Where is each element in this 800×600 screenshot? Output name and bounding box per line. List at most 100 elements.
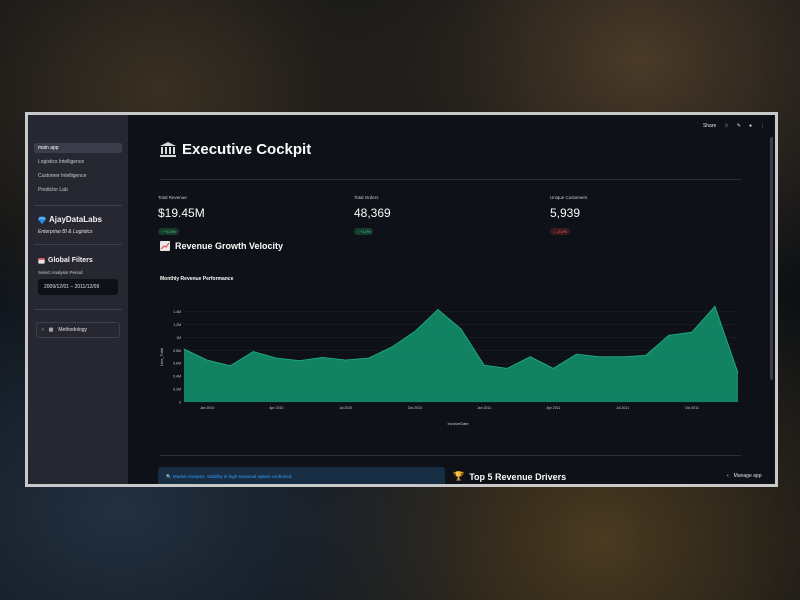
data-point — [460, 328, 462, 330]
y-tick-label: 1.2M — [173, 323, 181, 327]
more-menu-icon[interactable]: ⋮ — [760, 123, 765, 129]
metric-delta: ↑ +5.2% — [158, 228, 179, 235]
data-point — [206, 359, 208, 361]
star-icon[interactable]: ☆ — [724, 123, 729, 129]
methodology-expander[interactable]: › ▦ Methodology — [36, 322, 120, 338]
nav-customer-intelligence[interactable]: Customer Intelligence — [38, 173, 87, 179]
chart-area-layer — [183, 305, 739, 402]
market-analysis-info: 🔍 Market Analysis: Stability in high sea… — [158, 467, 445, 484]
metric-delta: ↓ -2.1% — [550, 228, 570, 235]
section-title-row: Revenue Growth Velocity — [160, 241, 283, 251]
metric-unique-customers: Unique Customers 5,939 ↓ -2.1% — [550, 195, 587, 238]
drivers-title-row: 🏆 Top 5 Revenue Drivers — [453, 471, 566, 482]
title-divider — [160, 179, 741, 180]
data-point — [299, 360, 300, 362]
brand-subtitle: Enterprise BI & Logistics — [38, 229, 93, 235]
brand-block: AjayDataLabs Enterprise BI & Logistics — [28, 206, 128, 244]
chart-y-ticks: 0 0.2M 0.4M 0.6M 0.8M 1M 1.2M 1.4M — [173, 310, 181, 405]
data-point — [368, 357, 370, 359]
filters-block: Global Filters Select Analysis Period 20… — [28, 245, 128, 305]
date-range-input[interactable]: 2009/12/01 – 2011/12/09 — [38, 279, 118, 295]
y-tick-label: 0.4M — [173, 375, 181, 379]
sidebar-divider — [34, 244, 122, 245]
chevron-right-icon: › — [42, 327, 44, 333]
chevron-left-icon: ‹ — [727, 473, 729, 479]
data-point — [576, 353, 577, 355]
chart-icon: ▦ — [48, 327, 54, 333]
data-point — [414, 331, 416, 332]
x-tick-label: Jan 2010 — [200, 406, 214, 410]
manage-app-label: Manage app — [733, 473, 762, 479]
nav-predictor-lab[interactable]: Predictor Lab — [38, 187, 68, 193]
sidebar-divider — [34, 205, 122, 206]
metric-value: 5,939 — [550, 206, 581, 220]
data-point — [391, 346, 393, 348]
x-tick-label: Oct 2011 — [685, 406, 699, 410]
metric-label: Total Revenue — [158, 195, 187, 200]
y-tick-label: 1M — [176, 336, 181, 340]
chart-y-label: Line_Total — [159, 348, 164, 366]
data-point — [506, 367, 508, 369]
data-point — [183, 348, 185, 350]
chart-x-ticks: Jan 2010 Apr 2010 Jul 2010 Oct 2010 Jan 2011… — [200, 406, 699, 410]
app-window: main app Logistics Intelligence Customer… — [25, 112, 778, 487]
data-point — [622, 356, 623, 358]
nav-main-app[interactable]: main app — [34, 143, 122, 153]
data-point — [252, 351, 254, 352]
calendar-icon — [38, 258, 45, 264]
nav-logistics-intelligence[interactable]: Logistics Intelligence — [38, 159, 85, 165]
metric-value: 48,369 — [354, 206, 391, 220]
info-text: Market Analysis: Stability in high seaso… — [172, 474, 292, 479]
brand-title: AjayDataLabs — [49, 215, 102, 224]
share-button[interactable]: Share — [702, 123, 717, 129]
data-point — [483, 364, 485, 366]
data-point — [529, 356, 531, 358]
data-point — [437, 309, 439, 310]
data-point — [345, 359, 346, 361]
x-tick-label: Apr 2010 — [269, 406, 283, 410]
data-point — [599, 356, 600, 358]
data-point — [645, 355, 647, 356]
search-icon: 🔍 — [166, 474, 173, 479]
data-point — [275, 357, 277, 359]
x-tick-label: Jul 2010 — [339, 406, 352, 410]
period-label: Select Analysis Period — [38, 270, 83, 275]
x-tick-label: Oct 2010 — [408, 406, 422, 410]
github-icon[interactable]: ● — [748, 123, 752, 129]
page-title: Executive Cockpit — [182, 141, 312, 158]
chart-increasing-icon — [160, 241, 170, 251]
metric-delta: ↑ +12% — [354, 228, 374, 235]
manage-app-button[interactable]: ‹ Manage app — [723, 468, 775, 484]
brand-title-row: AjayDataLabs — [38, 215, 118, 224]
y-tick-label: 0 — [179, 401, 181, 405]
data-point — [668, 334, 670, 336]
gem-icon — [38, 216, 46, 224]
scrollbar[interactable] — [770, 137, 773, 380]
data-point — [714, 305, 716, 307]
y-tick-label: 1.4M — [173, 310, 181, 314]
data-point — [737, 372, 739, 374]
data-point — [552, 367, 554, 369]
topbar: Share ☆ ✎ ● ⋮ — [703, 123, 765, 129]
trophy-icon: 🏆 — [453, 471, 465, 481]
metric-total-orders: Total Orders 48,369 ↑ +12% — [354, 195, 391, 238]
x-tick-label: Apr 2011 — [546, 406, 560, 410]
metric-label: Unique Customers — [550, 195, 588, 200]
data-point — [322, 356, 323, 358]
metric-value: $19.45M — [158, 206, 205, 220]
x-tick-label: Jan 2011 — [477, 406, 491, 410]
methodology-label: Methodology — [58, 327, 88, 333]
edit-icon[interactable]: ✎ — [736, 123, 741, 129]
chart-title: Monthly Revenue Performance — [160, 276, 234, 282]
y-tick-label: 0.6M — [173, 362, 181, 366]
revenue-area-chart: 0 0.2M 0.4M 0.6M 0.8M 1M 1.2M 1.4M Jan 2010 Apr … — [159, 305, 739, 426]
filters-title-row: Global Filters — [38, 257, 118, 264]
y-tick-label: 0.8M — [173, 349, 181, 353]
filters-title: Global Filters — [48, 257, 93, 264]
x-tick-label: Jul 2011 — [616, 406, 629, 410]
bank-icon — [160, 142, 176, 157]
revenue-area — [184, 306, 738, 402]
sidebar: main app Logistics Intelligence Customer… — [28, 115, 128, 484]
metric-label: Total Orders — [354, 195, 379, 200]
metric-total-revenue: Total Revenue $19.45M ↑ +5.2% — [158, 195, 205, 238]
